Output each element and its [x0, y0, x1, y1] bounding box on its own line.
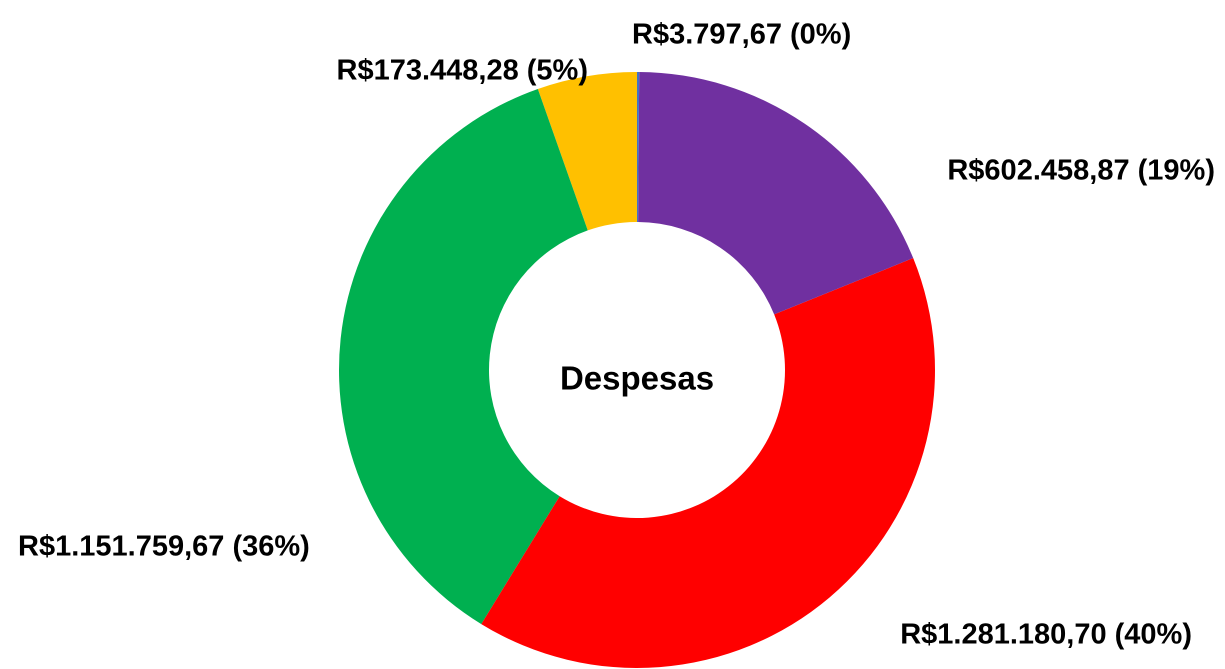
donut-slice [481, 258, 936, 669]
chart-title: Despesas [560, 360, 714, 397]
donut-slice [637, 72, 640, 223]
data-label: R$173.448,28 (5%) [337, 55, 589, 87]
donut-slice [638, 72, 914, 315]
donut-slice [537, 72, 637, 231]
data-label: R$602.458,87 (19%) [947, 155, 1215, 187]
data-label: R$3.797,67 (0%) [632, 19, 851, 51]
data-label: R$1.281.180,70 (40%) [900, 619, 1192, 651]
donut-slice [338, 88, 588, 625]
data-label: R$1.151.759,67 (36%) [18, 531, 310, 563]
